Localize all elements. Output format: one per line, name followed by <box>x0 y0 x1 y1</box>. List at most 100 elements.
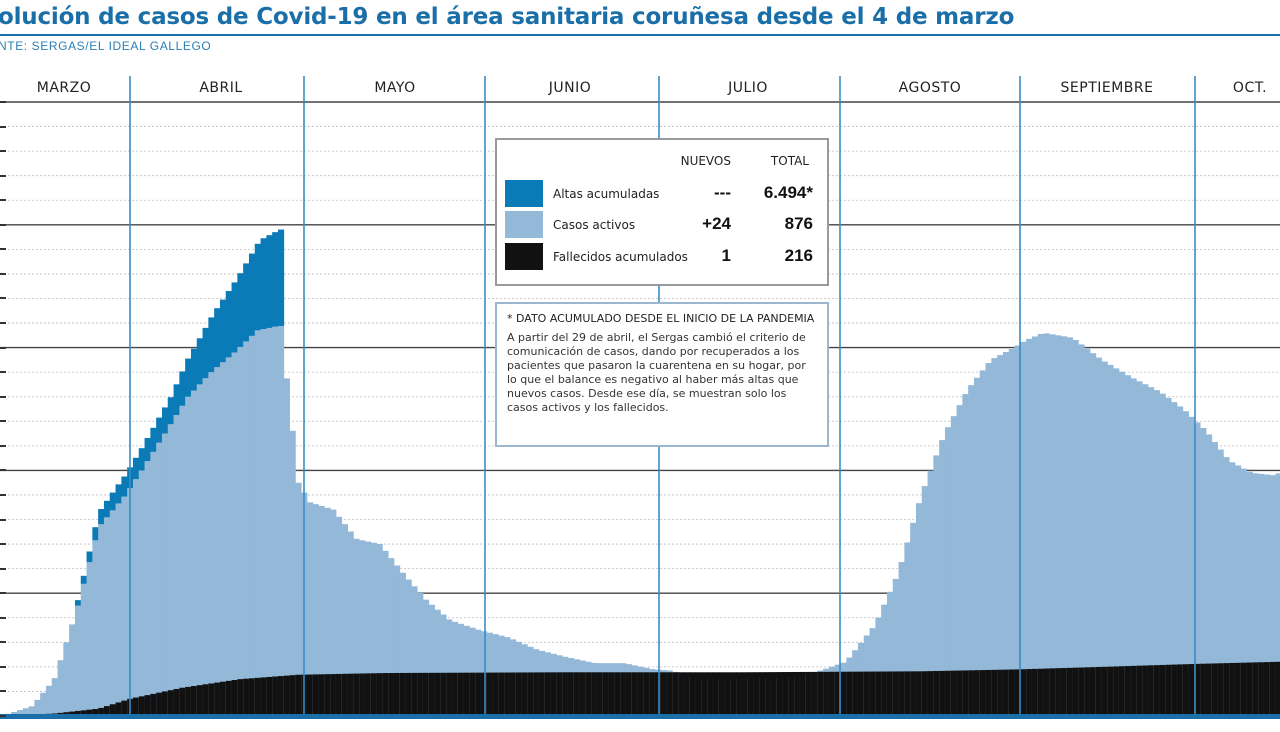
bar-casos-activos <box>144 461 151 716</box>
bar-fallecidos-acumulados <box>933 671 940 716</box>
month-label: SEPTIEMBRE <box>1061 80 1154 96</box>
bar-fallecidos-acumulados <box>109 704 116 716</box>
bar-fallecidos-acumulados <box>730 672 737 716</box>
bar-casos-activos <box>1171 402 1178 716</box>
bar-fallecidos-acumulados <box>817 671 824 716</box>
bar-casos-activos <box>295 482 302 716</box>
bar-fallecidos-acumulados <box>886 671 894 716</box>
bar-fallecidos-acumulados <box>98 707 105 716</box>
bar-fallecidos-acumulados <box>794 671 801 716</box>
bar-altas-acumuladas <box>185 358 192 397</box>
bar-fallecidos-acumulados <box>881 671 888 716</box>
y-tick <box>0 616 6 619</box>
bar-casos-activos <box>411 586 418 716</box>
bar-fallecidos-acumulados <box>782 672 789 716</box>
bar-casos-activos <box>1188 416 1195 716</box>
bar-fallecidos-acumulados <box>347 673 354 716</box>
legend-row-altas: Altas acumuladas --- 6.494* <box>497 180 827 210</box>
bar-fallecidos-acumulados <box>103 706 111 716</box>
bar-casos-activos <box>933 455 940 716</box>
bar-casos-activos <box>335 516 343 716</box>
bar-fallecidos-acumulados <box>1263 662 1271 716</box>
bar-fallecidos-acumulados <box>834 671 841 716</box>
bar-casos-activos <box>1258 473 1265 716</box>
bar-fallecidos-acumulados <box>144 695 151 716</box>
bar-fallecidos-acumulados <box>857 671 865 716</box>
bar-fallecidos-acumulados <box>765 672 772 716</box>
bar-casos-activos <box>1107 364 1114 716</box>
bar-fallecidos-acumulados <box>683 672 691 716</box>
y-tick <box>0 567 6 570</box>
bar-fallecidos-acumulados <box>1060 668 1068 716</box>
bar-altas-acumuladas <box>266 235 273 328</box>
bar-casos-activos <box>1072 340 1079 716</box>
bar-fallecidos-acumulados <box>631 672 638 716</box>
bar-altas-acumuladas <box>190 348 198 391</box>
legend-label-altas: Altas acumuladas <box>553 187 660 201</box>
bar-casos-activos <box>979 370 986 716</box>
bar-casos-activos <box>382 550 389 716</box>
y-tick <box>0 174 6 177</box>
month-label: AGOSTO <box>899 80 962 96</box>
bar-altas-acumuladas <box>225 291 232 358</box>
bar-fallecidos-acumulados <box>225 680 232 716</box>
bar-fallecidos-acumulados <box>190 686 198 716</box>
bar-fallecidos-acumulados <box>330 674 337 716</box>
bar-casos-activos <box>121 496 128 716</box>
bar-casos-activos <box>1176 406 1184 716</box>
bar-casos-activos <box>179 405 186 716</box>
legend-row-fallecidos: Fallecidos acumulados 1 216 <box>497 243 827 273</box>
bar-casos-activos <box>1136 381 1143 716</box>
bar-fallecidos-acumulados <box>492 672 499 716</box>
bar-casos-activos <box>446 619 453 716</box>
bar-fallecidos-acumulados <box>335 673 343 716</box>
y-tick <box>0 101 6 103</box>
bar-casos-activos <box>457 623 464 716</box>
bar-casos-activos <box>1031 336 1039 716</box>
bar-fallecidos-acumulados <box>1200 663 1207 716</box>
bar-fallecidos-acumulados <box>359 673 366 716</box>
bar-fallecidos-acumulados <box>805 671 812 716</box>
bar-fallecidos-acumulados <box>1124 666 1131 716</box>
bar-fallecidos-acumulados <box>185 686 192 716</box>
bar-casos-activos <box>1101 361 1108 716</box>
bar-fallecidos-acumulados <box>498 672 505 716</box>
bar-fallecidos-acumulados <box>614 672 621 716</box>
y-tick <box>0 272 6 275</box>
bar-casos-activos <box>939 440 946 716</box>
bar-fallecidos-acumulados <box>979 670 986 716</box>
bar-fallecidos-acumulados <box>260 677 267 716</box>
bar-altas-acumuladas <box>196 338 203 385</box>
bar-casos-activos <box>881 604 888 716</box>
bar-fallecidos-acumulados <box>637 672 644 716</box>
bar-fallecidos-acumulados <box>480 672 488 716</box>
bar-fallecidos-acumulados <box>718 672 725 716</box>
bar-fallecidos-acumulados <box>550 672 557 716</box>
bar-fallecidos-acumulados <box>173 688 180 716</box>
bar-fallecidos-acumulados <box>1171 664 1178 716</box>
bar-casos-activos <box>1159 393 1166 716</box>
bar-fallecidos-acumulados <box>1147 665 1155 716</box>
bar-fallecidos-acumulados <box>446 672 453 716</box>
note-body: A partir del 29 de abril, el Sergas camb… <box>507 331 806 414</box>
bar-fallecidos-acumulados <box>312 674 319 716</box>
bar-fallecidos-acumulados <box>1130 665 1137 716</box>
note-heading: * DATO ACUMULADO DESDE EL INICIO DE LA P… <box>507 312 815 325</box>
note-box: * DATO ACUMULADO DESDE EL INICIO DE LA P… <box>495 302 829 447</box>
bar-casos-activos <box>399 572 406 716</box>
bar-altas-acumuladas <box>214 308 221 368</box>
y-tick <box>0 543 6 546</box>
bar-fallecidos-acumulados <box>962 670 969 716</box>
bar-casos-activos <box>51 678 58 716</box>
bar-fallecidos-acumulados <box>939 670 946 716</box>
bar-fallecidos-acumulados <box>712 672 720 716</box>
bar-fallecidos-acumulados <box>469 672 476 716</box>
legend-col-total: TOTAL <box>770 154 809 168</box>
bar-fallecidos-acumulados <box>672 672 679 716</box>
bar-casos-activos <box>968 385 975 716</box>
bar-casos-activos <box>417 592 424 716</box>
bar-altas-acumuladas <box>103 500 111 518</box>
bar-altas-acumuladas <box>208 317 215 373</box>
bar-fallecidos-acumulados <box>440 672 447 716</box>
